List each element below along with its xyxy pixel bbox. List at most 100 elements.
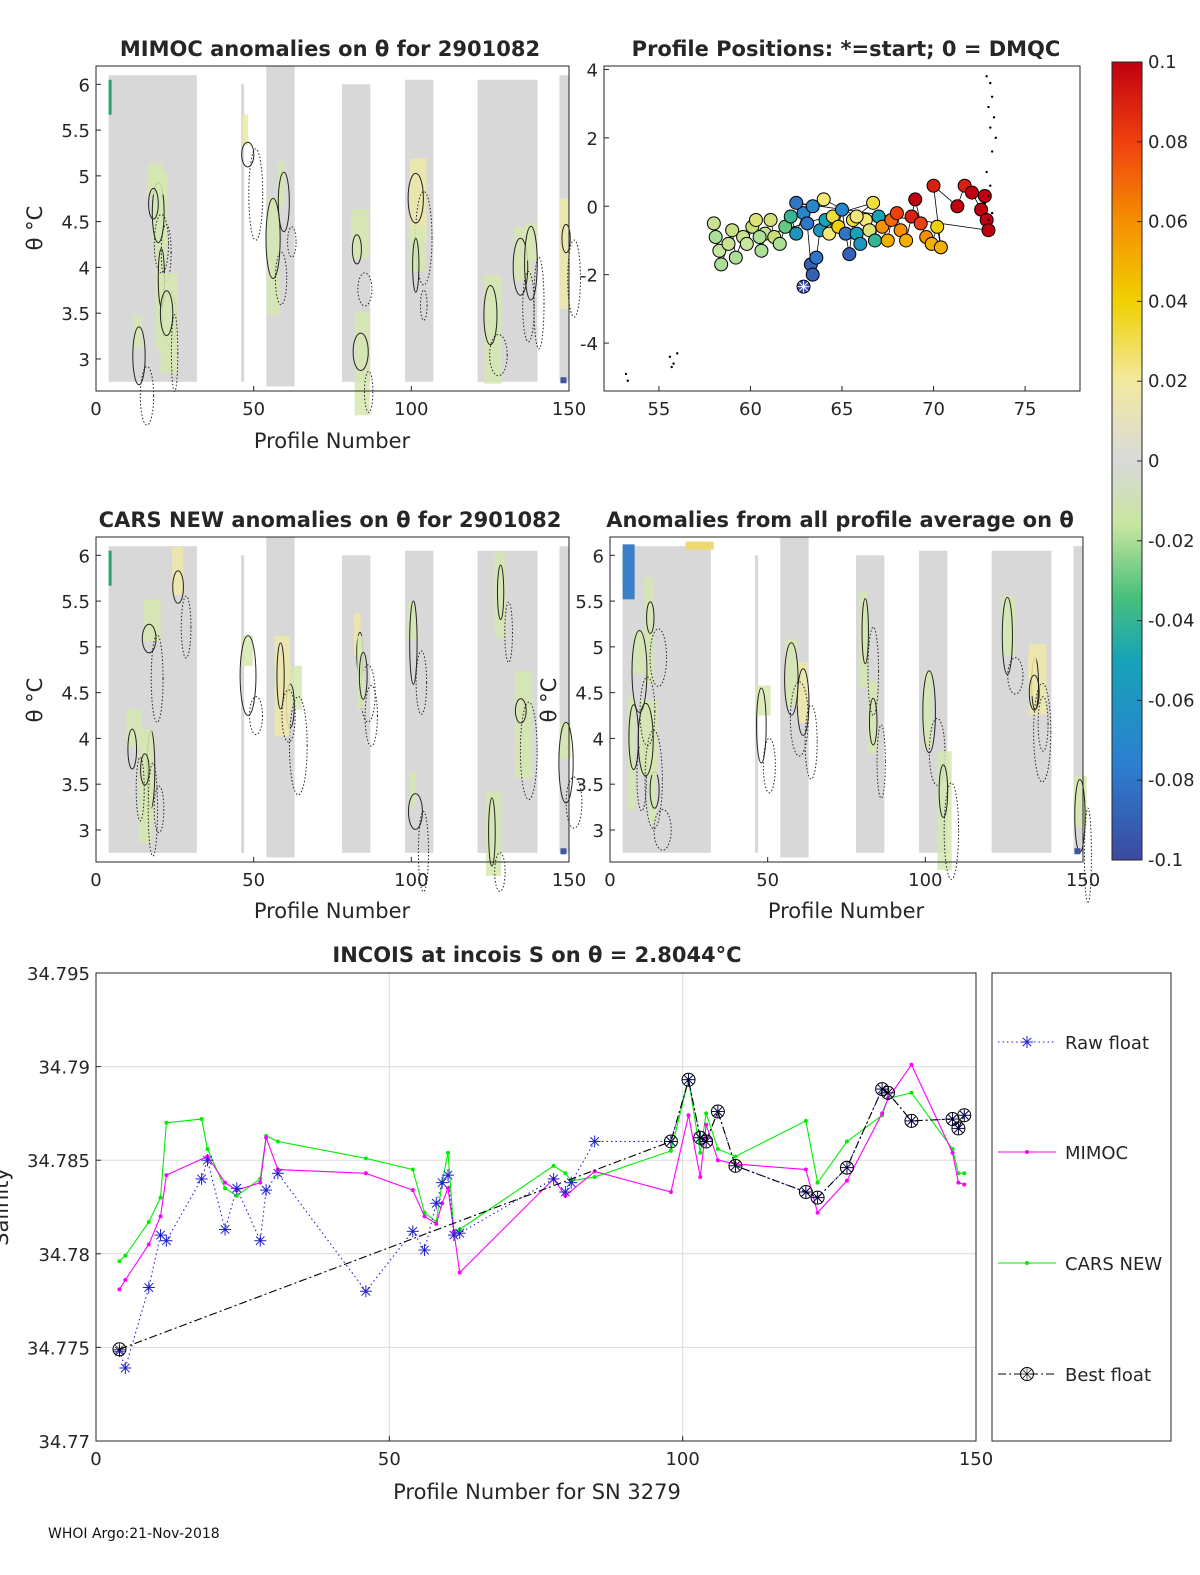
raw-float-point	[202, 1155, 213, 1165]
position-marker	[708, 230, 723, 245]
mimoc-point	[704, 1122, 709, 1127]
position-marker	[930, 219, 945, 234]
mimoc-point	[363, 1171, 368, 1176]
coast-dot	[987, 218, 990, 222]
anomaly-patch	[494, 552, 506, 638]
raw-float-point	[255, 1236, 265, 1246]
best-float-point	[701, 1137, 711, 1146]
cars-point	[123, 1253, 128, 1258]
x-tick-label: 55	[647, 399, 670, 420]
cars-point	[446, 1150, 450, 1155]
contour-dotted	[180, 595, 192, 659]
contour-solid	[524, 225, 538, 301]
y-tick-label: 4	[587, 60, 598, 81]
legend-label: MIMOC	[1065, 1143, 1128, 1164]
cars-point	[592, 1175, 597, 1180]
anomaly-patch	[350, 209, 369, 259]
contour-dotted	[489, 333, 508, 377]
contour-dotted	[1033, 682, 1052, 783]
y-tick-label: 5.5	[61, 592, 90, 613]
anomaly-patch	[644, 577, 654, 685]
contour-solid	[496, 564, 505, 621]
cars-point	[410, 1167, 415, 1172]
allavg-anomaly-panel: Anomalies from all profile average on θ …	[537, 508, 1100, 923]
mimoc-point	[158, 1214, 163, 1219]
raw-float-point	[361, 1286, 371, 1296]
position-marker	[899, 233, 914, 248]
coast-dot	[983, 201, 986, 205]
legend-marker	[1020, 1367, 1034, 1381]
best-float-point	[681, 1072, 696, 1087]
cars-point	[146, 1219, 151, 1224]
contour-solid	[756, 687, 767, 764]
anomaly-patch	[1001, 595, 1015, 656]
mimoc-point	[962, 1182, 967, 1187]
y-tick-label: 3.5	[61, 304, 90, 325]
y-tick-label: 3	[593, 821, 604, 842]
coast-dot	[989, 126, 992, 129]
legend-marker	[1022, 1037, 1032, 1047]
best-float-point	[728, 1158, 743, 1173]
legend-label: Raw float	[1065, 1033, 1149, 1054]
start-star	[798, 282, 809, 292]
colorbar-tick-label: 0.1	[1148, 52, 1177, 73]
positions-panel: Profile Positions: *=start; 0 = DMQC 55 6…	[580, 37, 1081, 420]
mimoc-point	[117, 1287, 122, 1292]
mimoc-point	[457, 1270, 462, 1275]
x-tick-label: 0	[604, 870, 615, 891]
y-tick-label: 6	[79, 75, 90, 96]
cars-point	[909, 1090, 914, 1095]
contour-solid	[483, 284, 498, 346]
mimoc-point	[223, 1180, 228, 1185]
profile-block	[622, 546, 711, 853]
contour-dotted	[876, 724, 886, 799]
incois-axes-box	[95, 972, 977, 1442]
mimoc-point	[123, 1278, 128, 1283]
colorbar-tick-label: 0.08	[1148, 132, 1188, 153]
contour-dotted	[789, 681, 809, 757]
best-float-point	[731, 1161, 740, 1171]
x-tick-label: 150	[959, 1449, 993, 1470]
best-float-point	[112, 1342, 127, 1357]
coast-dot	[992, 116, 996, 119]
contour-solid	[409, 600, 418, 685]
contour-dotted	[533, 256, 545, 350]
contour-dotted	[943, 782, 960, 880]
y-tick-label: 0	[587, 197, 598, 218]
position-marker	[805, 267, 820, 282]
contour-dotted	[135, 756, 145, 822]
coast-dot	[989, 184, 992, 187]
mimoc-point	[844, 1178, 849, 1183]
contour-dotted	[522, 271, 535, 343]
raw-float-point	[261, 1185, 271, 1195]
raw-float-point	[120, 1363, 130, 1373]
y-tick-label: 3.5	[61, 775, 90, 796]
raw-float-point	[197, 1174, 207, 1184]
x-tick-label: 50	[242, 399, 265, 420]
contour-solid	[514, 698, 527, 724]
contour-dotted	[567, 239, 581, 318]
anomaly-patch	[1028, 652, 1037, 697]
edge-anomaly	[622, 544, 635, 600]
colorbar-tick-label: -0.1	[1148, 850, 1183, 871]
mimoc-point	[715, 1158, 720, 1163]
position-marker	[816, 192, 831, 207]
y-tick-label: -2	[580, 266, 598, 287]
y-tick-label: 4	[79, 258, 90, 279]
cars-point	[223, 1186, 228, 1191]
mimoc-ylabel: θ °C	[23, 206, 47, 251]
allavg-ylabel: θ °C	[537, 678, 561, 723]
cars-point	[234, 1193, 239, 1198]
allavg-axes-box	[609, 536, 1084, 863]
anomaly-patch	[633, 631, 645, 674]
contour-dotted	[867, 626, 880, 716]
best-float-point	[713, 1107, 723, 1116]
cars-point	[363, 1156, 368, 1161]
raw-float-point	[549, 1174, 559, 1184]
best-float-point	[881, 1085, 895, 1100]
mimoc-point	[950, 1150, 955, 1155]
anomaly-patch	[859, 591, 867, 689]
contour-solid	[276, 642, 285, 710]
x-tick-label: 60	[739, 399, 762, 420]
contour-dotted	[288, 696, 308, 796]
